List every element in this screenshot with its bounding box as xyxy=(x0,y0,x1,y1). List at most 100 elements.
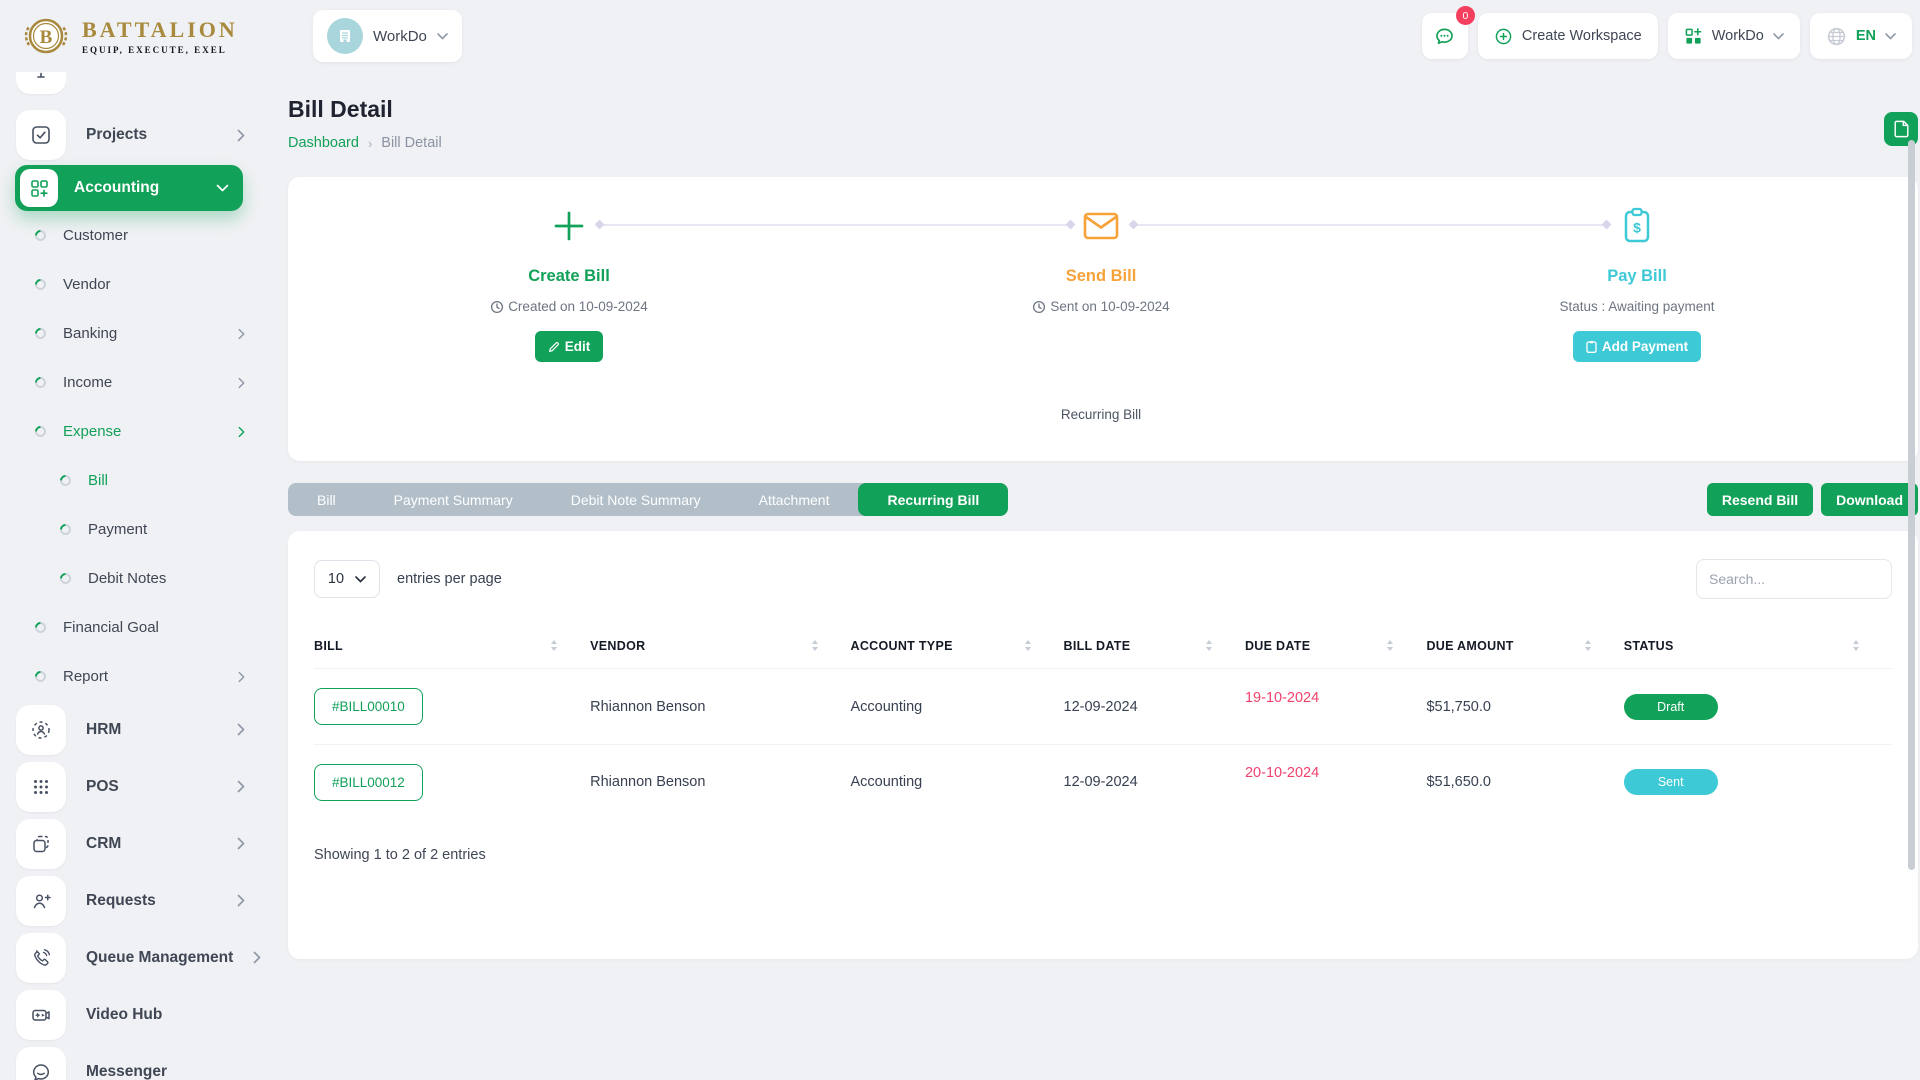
step-send-bill: Send Bill Sent on 10-09-2024 xyxy=(921,207,1281,314)
sidebar-item-accounting[interactable]: Accounting xyxy=(15,165,243,211)
workspace-label: WorkDo xyxy=(373,27,427,45)
bill-number-link[interactable]: #BILL00012 xyxy=(314,763,423,801)
step-pay-bill: $ Pay Bill Status : Awaiting payment Add… xyxy=(1457,207,1817,362)
sidebar-item-partial[interactable] xyxy=(16,72,66,96)
breadcrumb-dashboard-link[interactable]: Dashboard xyxy=(288,135,359,151)
chevron-down-icon xyxy=(355,575,366,583)
sidebar-item-bill[interactable]: Bill xyxy=(16,456,245,505)
sort-icon xyxy=(1852,640,1859,651)
messenger-icon xyxy=(16,1046,66,1080)
chevron-right-icon xyxy=(238,671,245,682)
table-row: #BILL00010 Rhiannon Benson Accounting 12… xyxy=(314,669,1892,744)
chevron-down-icon xyxy=(1885,32,1896,40)
column-header-status[interactable]: STATUS xyxy=(1624,639,1892,653)
chevron-right-icon xyxy=(237,894,245,907)
sent-on-text: Sent on 10-09-2024 xyxy=(1050,299,1170,314)
sidebar-item-income[interactable]: Income xyxy=(16,358,245,407)
stepper-connector xyxy=(1134,224,1606,226)
entries-per-page-select[interactable]: 10 xyxy=(314,560,380,598)
column-header-vendor[interactable]: VENDOR xyxy=(590,639,850,653)
download-button[interactable]: Download xyxy=(1821,483,1918,516)
breadcrumb-current: Bill Detail xyxy=(381,135,442,151)
tab-debit-note-summary[interactable]: Debit Note Summary xyxy=(570,491,701,508)
globe-icon xyxy=(1827,27,1846,45)
sidebar-item-report[interactable]: Report xyxy=(16,652,245,701)
sidebar-item-banking[interactable]: Banking xyxy=(16,309,245,358)
column-header-bill-date[interactable]: BILL DATE xyxy=(1064,639,1245,653)
sidebar-item-video-hub[interactable]: Video Hub xyxy=(16,986,245,1043)
sidebar-item-customer[interactable]: Customer xyxy=(16,211,245,260)
sidebar-item-debit-notes[interactable]: Debit Notes xyxy=(16,554,245,603)
svg-text:B: B xyxy=(40,27,53,48)
sidebar-item-queue-management[interactable]: Queue Management xyxy=(16,929,261,986)
user-plus-icon xyxy=(16,875,66,926)
status-badge[interactable]: Sent xyxy=(1623,769,1718,795)
table-row: #BILL00012 Rhiannon Benson Accounting 12… xyxy=(314,744,1892,819)
brand-logo: B BATTALION EQUIP, EXECUTE, EXEL xyxy=(20,10,270,62)
sidebar-item-hrm[interactable]: HRM xyxy=(16,701,245,758)
crm-icon xyxy=(16,818,66,869)
bullet-icon xyxy=(57,521,74,538)
sort-icon xyxy=(811,640,818,651)
sidebar-item-vendor[interactable]: Vendor xyxy=(16,260,245,309)
grid-plus-icon xyxy=(1685,27,1702,44)
main-content: Bill Detail Dashboard › Bill Detail Crea… xyxy=(265,72,1920,1080)
workspace-selector[interactable]: WorkDo xyxy=(313,10,462,62)
clock-icon xyxy=(491,300,504,313)
chat-icon xyxy=(1436,28,1454,44)
vendor-cell: Rhiannon Benson xyxy=(590,698,706,715)
chevron-down-icon xyxy=(216,184,229,192)
sidebar-item-messenger[interactable]: Messenger xyxy=(16,1043,245,1080)
due-amount-cell: $51,750.0 xyxy=(1426,698,1491,715)
chevron-right-icon xyxy=(238,377,245,388)
language-selector[interactable]: EN xyxy=(1809,13,1912,59)
stepper-connector xyxy=(600,224,1070,226)
recurring-bill-note: Recurring Bill xyxy=(1060,407,1142,422)
column-header-due-amount[interactable]: DUE AMOUNT xyxy=(1426,639,1623,653)
edit-bill-button[interactable]: Edit xyxy=(534,331,604,362)
breadcrumb-separator: › xyxy=(367,135,373,151)
create-workspace-button[interactable]: Create Workspace xyxy=(1477,13,1658,59)
page-scrollbar[interactable] xyxy=(1908,140,1915,870)
bullet-icon xyxy=(57,472,74,489)
workdo-menu-label: WorkDo xyxy=(1711,28,1764,44)
column-header-account-type[interactable]: ACCOUNT TYPE xyxy=(851,639,1064,653)
brand-tagline: EQUIP, EXECUTE, EXEL xyxy=(82,45,227,55)
sidebar-item-expense[interactable]: Expense xyxy=(16,407,245,456)
create-workspace-label: Create Workspace xyxy=(1521,28,1642,44)
page-title: Bill Detail xyxy=(288,96,393,122)
column-header-bill[interactable]: BILL xyxy=(314,639,590,653)
search-input[interactable] xyxy=(1696,559,1892,599)
status-badge[interactable]: Draft xyxy=(1623,693,1718,720)
sidebar-item-pos[interactable]: POS xyxy=(16,758,245,815)
bill-number-link[interactable]: #BILL00010 xyxy=(314,688,423,725)
resend-bill-button[interactable]: Resend Bill xyxy=(1706,483,1814,516)
envelope-icon xyxy=(921,207,1281,245)
tab-payment-summary[interactable]: Payment Summary xyxy=(393,491,513,508)
messages-count-badge: 0 xyxy=(1455,6,1475,25)
workdo-menu-button[interactable]: WorkDo xyxy=(1667,13,1800,59)
sidebar-item-projects[interactable]: Projects xyxy=(16,110,245,160)
column-header-due-date[interactable]: DUE DATE xyxy=(1245,639,1426,653)
plus-icon xyxy=(389,207,749,245)
tab-attachment[interactable]: Attachment xyxy=(758,491,830,508)
dashboard-icon xyxy=(16,72,66,94)
sidebar-item-financial-goal[interactable]: Financial Goal xyxy=(16,603,245,652)
tab-recurring-bill[interactable]: Recurring Bill xyxy=(858,483,1009,516)
clock-icon xyxy=(1033,300,1046,313)
brand-name: BATTALION xyxy=(82,17,238,42)
brand-emblem-icon: B xyxy=(24,18,68,54)
messages-button[interactable]: 0 xyxy=(1421,6,1475,59)
bullet-icon xyxy=(57,570,74,587)
top-header: B BATTALION EQUIP, EXECUTE, EXEL WorkDo … xyxy=(0,0,1920,72)
chevron-right-icon xyxy=(237,129,245,141)
sidebar-item-payment[interactable]: Payment xyxy=(16,505,245,554)
account-type-cell: Accounting xyxy=(850,698,923,715)
sort-icon xyxy=(1584,640,1591,651)
sidebar-item-requests[interactable]: Requests xyxy=(16,872,245,929)
add-payment-button[interactable]: Add Payment xyxy=(1572,331,1702,362)
tab-bill[interactable]: Bill xyxy=(317,491,336,508)
sidebar-item-crm[interactable]: CRM xyxy=(16,815,245,872)
recurring-bill-table-card: 10 entries per page BILL VENDOR ACCOUNT … xyxy=(288,531,1918,959)
bullet-icon xyxy=(32,619,49,636)
